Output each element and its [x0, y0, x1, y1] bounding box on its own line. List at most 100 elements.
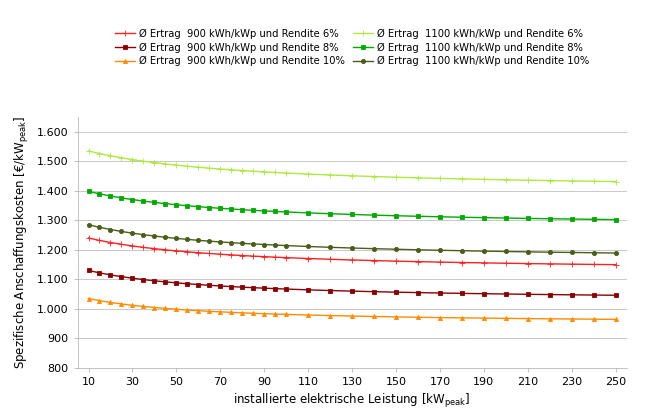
Ø Ertrag  900 kWh/kWp und Rendite 8%	[326, 288, 334, 293]
Ø Ertrag  900 kWh/kWp und Rendite 6%	[458, 260, 466, 265]
Line: Ø Ertrag  900 kWh/kWp und Rendite 6%: Ø Ertrag 900 kWh/kWp und Rendite 6%	[86, 235, 618, 268]
Ø Ertrag  900 kWh/kWp und Rendite 10%	[238, 310, 246, 315]
Ø Ertrag  1100 kWh/kWp und Rendite 6%	[524, 178, 532, 183]
Ø Ertrag  900 kWh/kWp und Rendite 10%	[205, 309, 213, 314]
Ø Ertrag  1100 kWh/kWp und Rendite 8%	[480, 215, 488, 220]
Ø Ertrag  1100 kWh/kWp und Rendite 6%	[107, 153, 114, 158]
Ø Ertrag  1100 kWh/kWp und Rendite 6%	[436, 176, 444, 181]
Ø Ertrag  900 kWh/kWp und Rendite 8%	[260, 285, 268, 291]
Ø Ertrag  900 kWh/kWp und Rendite 8%	[414, 290, 422, 295]
Ø Ertrag  1100 kWh/kWp und Rendite 8%	[524, 216, 532, 221]
Ø Ertrag  1100 kWh/kWp und Rendite 6%	[249, 169, 257, 174]
Ø Ertrag  900 kWh/kWp und Rendite 6%	[370, 258, 378, 263]
Ø Ertrag  900 kWh/kWp und Rendite 6%	[96, 238, 103, 243]
Ø Ertrag  900 kWh/kWp und Rendite 6%	[205, 251, 213, 256]
Ø Ertrag  900 kWh/kWp und Rendite 8%	[568, 292, 576, 297]
Ø Ertrag  900 kWh/kWp und Rendite 10%	[271, 311, 279, 316]
Ø Ertrag  1100 kWh/kWp und Rendite 8%	[392, 213, 400, 218]
Ø Ertrag  1100 kWh/kWp und Rendite 6%	[260, 169, 268, 174]
Ø Ertrag  1100 kWh/kWp und Rendite 8%	[249, 208, 257, 213]
Ø Ertrag  1100 kWh/kWp und Rendite 8%	[140, 199, 147, 204]
Ø Ertrag  900 kWh/kWp und Rendite 6%	[162, 247, 169, 252]
Ø Ertrag  900 kWh/kWp und Rendite 6%	[348, 257, 356, 263]
Ø Ertrag  1100 kWh/kWp und Rendite 10%	[96, 225, 103, 230]
Line: Ø Ertrag  900 kWh/kWp und Rendite 10%: Ø Ertrag 900 kWh/kWp und Rendite 10%	[87, 296, 618, 321]
Ø Ertrag  1100 kWh/kWp und Rendite 6%	[216, 166, 224, 171]
Ø Ertrag  900 kWh/kWp und Rendite 6%	[227, 252, 235, 257]
Ø Ertrag  900 kWh/kWp und Rendite 6%	[590, 262, 598, 267]
Ø Ertrag  900 kWh/kWp und Rendite 8%	[271, 286, 279, 291]
Ø Ertrag  900 kWh/kWp und Rendite 10%	[107, 300, 114, 305]
Ø Ertrag  900 kWh/kWp und Rendite 10%	[546, 316, 554, 321]
Ø Ertrag  900 kWh/kWp und Rendite 8%	[249, 285, 257, 290]
Ø Ertrag  1100 kWh/kWp und Rendite 8%	[436, 214, 444, 219]
Ø Ertrag  1100 kWh/kWp und Rendite 8%	[370, 213, 378, 218]
Line: Ø Ertrag  1100 kWh/kWp und Rendite 10%: Ø Ertrag 1100 kWh/kWp und Rendite 10%	[87, 223, 618, 255]
Ø Ertrag  900 kWh/kWp und Rendite 6%	[392, 259, 400, 264]
Ø Ertrag  900 kWh/kWp und Rendite 8%	[85, 268, 92, 273]
Ø Ertrag  900 kWh/kWp und Rendite 8%	[238, 285, 246, 290]
Ø Ertrag  900 kWh/kWp und Rendite 8%	[129, 276, 136, 281]
Ø Ertrag  1100 kWh/kWp und Rendite 10%	[216, 240, 224, 245]
Ø Ertrag  1100 kWh/kWp und Rendite 10%	[480, 249, 488, 254]
Ø Ertrag  1100 kWh/kWp und Rendite 10%	[348, 245, 356, 250]
Ø Ertrag  900 kWh/kWp und Rendite 6%	[118, 242, 125, 247]
Ø Ertrag  900 kWh/kWp und Rendite 8%	[282, 287, 290, 292]
Ø Ertrag  900 kWh/kWp und Rendite 10%	[216, 309, 224, 314]
Ø Ertrag  900 kWh/kWp und Rendite 8%	[348, 288, 356, 293]
Ø Ertrag  1100 kWh/kWp und Rendite 10%	[129, 231, 136, 236]
Ø Ertrag  1100 kWh/kWp und Rendite 8%	[546, 216, 554, 221]
Ø Ertrag  1100 kWh/kWp und Rendite 10%	[227, 240, 235, 245]
Ø Ertrag  900 kWh/kWp und Rendite 8%	[151, 278, 158, 283]
Ø Ertrag  1100 kWh/kWp und Rendite 6%	[612, 179, 620, 184]
Ø Ertrag  1100 kWh/kWp und Rendite 6%	[458, 176, 466, 181]
Ø Ertrag  1100 kWh/kWp und Rendite 6%	[414, 175, 422, 180]
Ø Ertrag  900 kWh/kWp und Rendite 10%	[140, 304, 147, 309]
Ø Ertrag  900 kWh/kWp und Rendite 10%	[162, 306, 169, 311]
Ø Ertrag  900 kWh/kWp und Rendite 6%	[546, 261, 554, 266]
Legend: Ø Ertrag  900 kWh/kWp und Rendite 6%, Ø Ertrag  900 kWh/kWp und Rendite 8%, Ø Er: Ø Ertrag 900 kWh/kWp und Rendite 6%, Ø E…	[113, 27, 591, 69]
Ø Ertrag  900 kWh/kWp und Rendite 6%	[271, 255, 279, 260]
Ø Ertrag  900 kWh/kWp und Rendite 6%	[524, 261, 532, 266]
Ø Ertrag  900 kWh/kWp und Rendite 10%	[282, 312, 290, 317]
Ø Ertrag  1100 kWh/kWp und Rendite 10%	[162, 235, 169, 240]
Ø Ertrag  900 kWh/kWp und Rendite 6%	[216, 252, 224, 257]
Line: Ø Ertrag  1100 kWh/kWp und Rendite 8%: Ø Ertrag 1100 kWh/kWp und Rendite 8%	[87, 189, 618, 222]
Ø Ertrag  900 kWh/kWp und Rendite 8%	[546, 292, 554, 297]
Ø Ertrag  1100 kWh/kWp und Rendite 8%	[227, 206, 235, 212]
Ø Ertrag  1100 kWh/kWp und Rendite 6%	[118, 155, 125, 161]
X-axis label: installierte elektrische Leistung [kW$_\mathrm{peak}$]: installierte elektrische Leistung [kW$_\…	[233, 393, 471, 410]
Ø Ertrag  1100 kWh/kWp und Rendite 8%	[205, 205, 213, 210]
Ø Ertrag  1100 kWh/kWp und Rendite 10%	[118, 229, 125, 234]
Ø Ertrag  900 kWh/kWp und Rendite 10%	[129, 303, 136, 308]
Ø Ertrag  900 kWh/kWp und Rendite 10%	[480, 316, 488, 321]
Ø Ertrag  1100 kWh/kWp und Rendite 6%	[151, 160, 158, 165]
Ø Ertrag  900 kWh/kWp und Rendite 6%	[85, 235, 92, 240]
Ø Ertrag  900 kWh/kWp und Rendite 6%	[107, 240, 114, 245]
Ø Ertrag  1100 kWh/kWp und Rendite 6%	[568, 178, 576, 184]
Ø Ertrag  1100 kWh/kWp und Rendite 6%	[129, 157, 136, 162]
Ø Ertrag  900 kWh/kWp und Rendite 10%	[249, 311, 257, 316]
Ø Ertrag  1100 kWh/kWp und Rendite 6%	[140, 159, 147, 164]
Ø Ertrag  1100 kWh/kWp und Rendite 10%	[326, 245, 334, 250]
Ø Ertrag  1100 kWh/kWp und Rendite 6%	[205, 166, 213, 171]
Ø Ertrag  1100 kWh/kWp und Rendite 6%	[304, 171, 312, 176]
Ø Ertrag  1100 kWh/kWp und Rendite 6%	[546, 178, 554, 183]
Ø Ertrag  900 kWh/kWp und Rendite 10%	[85, 296, 92, 301]
Ø Ertrag  900 kWh/kWp und Rendite 8%	[612, 293, 620, 298]
Ø Ertrag  900 kWh/kWp und Rendite 8%	[392, 290, 400, 295]
Ø Ertrag  900 kWh/kWp und Rendite 10%	[96, 298, 103, 303]
Ø Ertrag  1100 kWh/kWp und Rendite 6%	[502, 177, 510, 182]
Ø Ertrag  1100 kWh/kWp und Rendite 10%	[107, 227, 114, 232]
Ø Ertrag  900 kWh/kWp und Rendite 6%	[304, 256, 312, 261]
Ø Ertrag  1100 kWh/kWp und Rendite 6%	[590, 179, 598, 184]
Ø Ertrag  900 kWh/kWp und Rendite 8%	[370, 289, 378, 294]
Ø Ertrag  1100 kWh/kWp und Rendite 10%	[151, 234, 158, 239]
Ø Ertrag  900 kWh/kWp und Rendite 8%	[436, 291, 444, 296]
Ø Ertrag  1100 kWh/kWp und Rendite 6%	[392, 175, 400, 180]
Ø Ertrag  1100 kWh/kWp und Rendite 10%	[568, 250, 576, 255]
Ø Ertrag  900 kWh/kWp und Rendite 6%	[238, 253, 246, 258]
Ø Ertrag  1100 kWh/kWp und Rendite 10%	[458, 248, 466, 253]
Ø Ertrag  900 kWh/kWp und Rendite 8%	[118, 274, 125, 279]
Ø Ertrag  900 kWh/kWp und Rendite 8%	[590, 293, 598, 298]
